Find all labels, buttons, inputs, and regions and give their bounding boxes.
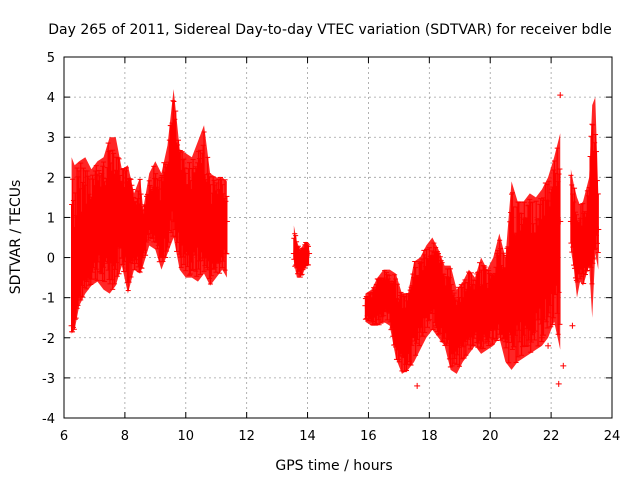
chart-title: Day 265 of 2011, Sidereal Day-to-day VTE…	[48, 22, 612, 38]
y-tick-label: -3	[42, 372, 55, 387]
y-tick-label: 1	[47, 211, 55, 226]
y-tick-label: -1	[42, 292, 55, 307]
x-tick-label: 18	[421, 429, 438, 444]
x-tick-label: 12	[238, 429, 255, 444]
x-tick-label: 20	[482, 429, 499, 444]
y-tick-label: -2	[42, 332, 55, 347]
y-tick-label: 5	[47, 51, 55, 66]
data-segment	[362, 133, 564, 374]
y-tick-label: 3	[47, 131, 55, 146]
x-tick-label: 16	[360, 429, 377, 444]
x-tick-label: 14	[299, 429, 316, 444]
x-tick-label: 10	[178, 429, 195, 444]
data-segment	[68, 89, 230, 334]
plot-frame	[63, 56, 613, 419]
x-tick-label: 24	[604, 429, 621, 444]
data-series	[68, 89, 602, 389]
y-axis-label: SDTVAR / TECUs	[8, 180, 24, 295]
data-segment	[567, 97, 602, 318]
y-tick-label: 2	[47, 171, 55, 186]
x-axis-label: GPS time / hours	[275, 458, 392, 474]
y-tick-label: 4	[47, 91, 55, 106]
data-segment	[290, 225, 313, 278]
x-tick-label: 6	[60, 429, 68, 444]
x-tick-label: 8	[121, 429, 129, 444]
y-tick-label: 0	[47, 252, 55, 267]
y-tick-label: -4	[42, 412, 55, 427]
x-tick-label: 22	[543, 429, 560, 444]
